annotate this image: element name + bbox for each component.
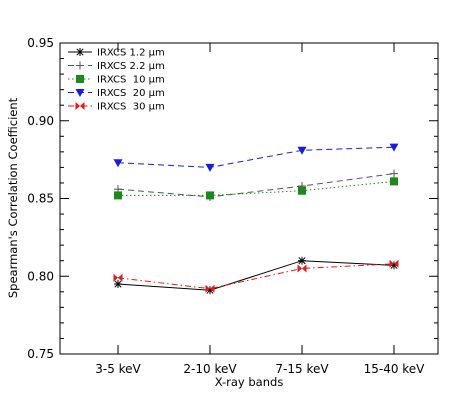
x-tick-label: 7-15 keV [275,362,329,376]
y-tick-label: 0.90 [27,114,54,128]
legend-label: IRXCS 20 μm [97,88,165,99]
legend-label: IRXCS 2.2 μm [97,61,165,72]
x-tick-label: 15-40 keV [364,362,426,376]
data-point-marker [298,256,306,265]
x-axis-ticks: 3-5 keV 2-10 keV 7-15 keV 15-40 keV [95,43,425,376]
y-tick-label: 0.85 [27,192,54,206]
series-line [118,180,395,196]
data-point-marker [205,163,215,172]
y-tick-label: 0.95 [27,36,54,50]
series-line [117,173,395,198]
data-point-marker [75,102,85,110]
series-layer [113,143,399,295]
y-tick-label: 0.75 [27,347,54,361]
data-point-marker [206,191,214,200]
data-point-marker [113,159,123,168]
data-point-marker [76,48,84,56]
data-point-marker [75,89,85,97]
data-point-marker [76,75,84,83]
y-axis-ticks: 0.75 0.80 0.85 0.90 0.95 [27,36,438,361]
data-point-marker [114,280,122,289]
x-axis-label: X-ray bands [215,375,284,389]
data-point-marker [390,177,398,186]
x-tick-label: 3-5 keV [95,362,141,376]
marker-stroke [76,48,84,56]
series-group [114,177,398,200]
data-point-marker [390,169,398,178]
data-point-marker [297,146,307,155]
series-group [113,143,399,172]
y-tick-label: 0.80 [27,269,54,283]
x-tick-label: 2-10 keV [183,362,237,376]
data-point-marker [113,273,123,282]
series-line [117,260,395,291]
data-point-marker [205,284,215,293]
legend-label: IRXCS 1.2 μm [97,48,165,59]
data-point-marker [76,61,84,70]
legend-label: IRXCS 30 μm [97,102,165,113]
series-group [114,256,398,295]
legend: IRXCS 1.2 μm IRXCS 2.2 μm IRXCS 10 μm IRXCS… [68,48,165,113]
series-group [114,169,398,201]
data-point-marker [389,259,399,268]
data-point-marker [389,143,399,152]
marker-stroke [114,280,122,288]
series-line [117,263,395,290]
data-point-marker [114,191,122,200]
series-line [117,146,395,168]
legend-label: IRXCS 10 μm [97,75,165,86]
data-point-marker [298,186,306,195]
series-group [113,259,399,293]
marker-stroke [298,257,306,265]
y-axis-label: Spearman's Correlation Coefficient [6,97,20,298]
data-point-marker [297,264,307,273]
